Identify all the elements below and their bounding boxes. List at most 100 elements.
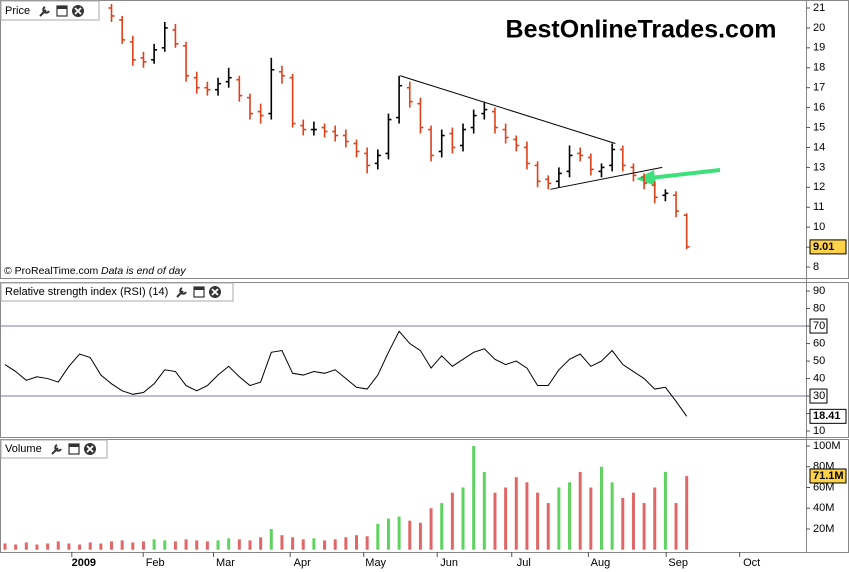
volume-bar bbox=[46, 543, 50, 550]
volume-bar bbox=[642, 503, 646, 550]
y-tick-label: 90 bbox=[813, 285, 825, 297]
volume-bar bbox=[269, 528, 273, 550]
volume-panel bbox=[0, 439, 849, 553]
source: © ProRealTime.com bbox=[4, 265, 99, 277]
volume-bar bbox=[365, 536, 369, 550]
y-tick-label: 17 bbox=[813, 82, 825, 94]
volume-bar bbox=[184, 539, 188, 550]
volume-bar bbox=[301, 539, 305, 550]
volume-bar bbox=[376, 523, 380, 550]
y-tick-label: 13 bbox=[813, 161, 825, 173]
volume-bar bbox=[248, 540, 252, 550]
trendline bbox=[550, 166, 663, 190]
volume-bar bbox=[259, 537, 263, 550]
volume-bar bbox=[99, 543, 103, 550]
volume-bar bbox=[237, 539, 241, 550]
volume-bar bbox=[685, 475, 689, 550]
panel-title: Volume bbox=[5, 443, 42, 455]
volume-bar bbox=[525, 482, 529, 550]
volume-bar bbox=[216, 540, 220, 550]
volume-bar bbox=[557, 487, 561, 550]
volume-bar bbox=[205, 541, 209, 550]
y-tick-label: 14 bbox=[813, 141, 825, 153]
panel-title: Relative strength index (RSI) (14) bbox=[5, 286, 168, 298]
x-tick-label: Jul bbox=[517, 557, 531, 569]
volume-bar bbox=[227, 538, 231, 550]
trendline bbox=[400, 75, 616, 144]
y-tick-label: 16 bbox=[813, 102, 825, 114]
volume-bar bbox=[56, 541, 60, 550]
volume-bar bbox=[120, 540, 124, 550]
x-tick-label: Oct bbox=[743, 557, 760, 569]
last-value-label: 71.1M bbox=[813, 470, 844, 482]
volume-bar bbox=[163, 540, 167, 550]
y-tick-label: 12 bbox=[813, 181, 825, 193]
y-tick-label: 60 bbox=[813, 337, 825, 349]
volume-bar bbox=[355, 535, 359, 550]
volume-bar bbox=[504, 487, 508, 550]
y-tick-label: 70 bbox=[813, 320, 825, 332]
plot bbox=[108, 3, 690, 250]
volume-bar bbox=[653, 487, 657, 550]
volume-bar bbox=[141, 541, 145, 550]
x-tick-label: Feb bbox=[146, 557, 165, 569]
volume-bar bbox=[482, 471, 486, 550]
x-tick-label: May bbox=[365, 557, 386, 569]
volume-bar bbox=[461, 487, 465, 550]
panel-header: Price bbox=[0, 0, 100, 21]
y-tick-label: 10 bbox=[813, 221, 825, 233]
y-tick-label: 40 bbox=[813, 372, 825, 384]
y-tick-label: 100M bbox=[813, 440, 841, 452]
volume-bar bbox=[14, 544, 18, 550]
volume-bar bbox=[514, 477, 518, 550]
panel-title: Price bbox=[5, 5, 30, 17]
volume-bar bbox=[78, 544, 82, 550]
volume-bar bbox=[429, 508, 433, 550]
volume-bar bbox=[631, 492, 635, 550]
y-tick-label: 20 bbox=[813, 22, 825, 34]
x-tick-label: Sep bbox=[668, 557, 688, 569]
plot bbox=[3, 446, 689, 550]
volume-bar bbox=[386, 518, 390, 550]
volume-bar bbox=[621, 497, 625, 550]
volume-bar bbox=[472, 446, 476, 550]
last-value-box bbox=[809, 239, 847, 255]
volume-bar bbox=[291, 537, 295, 550]
y-tick-label: 11 bbox=[813, 201, 824, 213]
y-tick-label: 30 bbox=[813, 390, 825, 402]
volume-bar bbox=[333, 539, 337, 550]
volume-bar bbox=[35, 544, 39, 550]
arrow bbox=[636, 168, 721, 186]
volume-bar bbox=[578, 471, 582, 550]
volume-bar bbox=[173, 541, 177, 550]
volume-bar bbox=[24, 542, 28, 550]
volume-bar bbox=[110, 541, 114, 550]
last-value-label: 9.01 bbox=[813, 241, 834, 253]
y-tick-label: 18 bbox=[813, 62, 825, 74]
y-tick-label: 10 bbox=[813, 425, 825, 437]
volume-bar bbox=[344, 537, 348, 550]
y-tick-label: 15 bbox=[813, 121, 825, 133]
last-value-box bbox=[809, 408, 847, 424]
panel-header: Relative strength index (RSI) (14) bbox=[0, 282, 234, 302]
y-tick-label: 40M bbox=[813, 502, 834, 514]
volume-bar bbox=[663, 471, 667, 550]
volume-bar bbox=[440, 503, 444, 550]
x-tick-label: Mar bbox=[216, 557, 235, 569]
volume-bar bbox=[195, 540, 199, 550]
volume-bar bbox=[131, 542, 135, 550]
rsi-panel bbox=[0, 282, 849, 438]
volume-bar bbox=[599, 466, 603, 550]
rsi-line bbox=[4, 330, 688, 417]
volume-bar bbox=[536, 492, 540, 550]
volume-bar bbox=[280, 535, 284, 550]
volume-bar bbox=[610, 482, 614, 550]
last-value-box bbox=[809, 468, 847, 484]
y-tick-label: 21 bbox=[813, 2, 825, 14]
volume-bar bbox=[152, 539, 156, 550]
y-tick-label: 8 bbox=[813, 261, 819, 273]
volume-bar bbox=[589, 487, 593, 550]
x-tick-label: Jun bbox=[440, 557, 458, 569]
y-tick-label: 60M bbox=[813, 481, 834, 493]
